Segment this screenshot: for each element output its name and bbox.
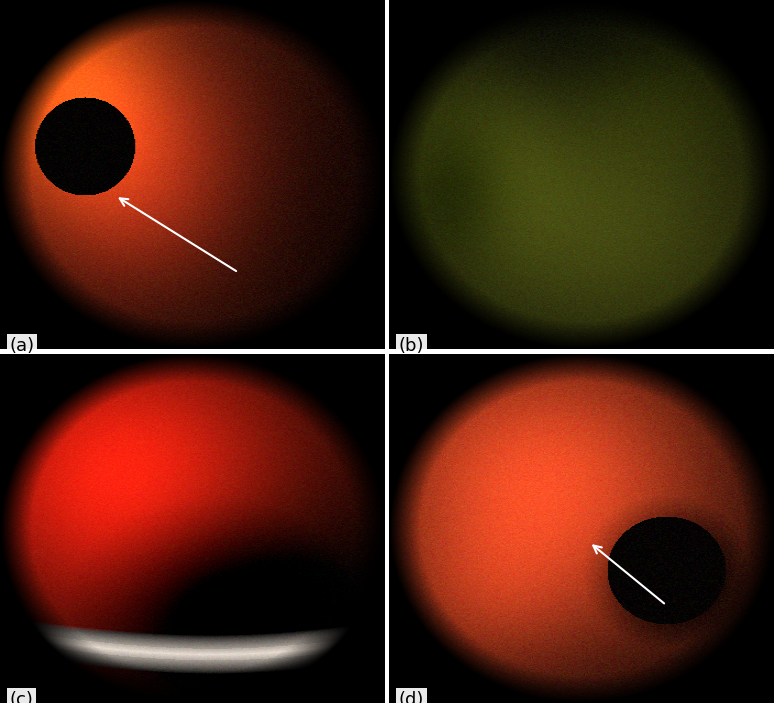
Text: (d): (d) — [399, 691, 424, 703]
Text: (c): (c) — [9, 691, 33, 703]
Text: (a): (a) — [9, 337, 35, 355]
Text: (b): (b) — [399, 337, 424, 355]
